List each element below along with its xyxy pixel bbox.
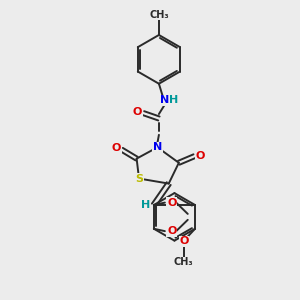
- Text: O: O: [179, 236, 188, 246]
- Text: O: O: [167, 198, 176, 208]
- Text: CH₃: CH₃: [149, 10, 169, 20]
- Text: O: O: [196, 151, 205, 160]
- Text: H: H: [169, 95, 178, 105]
- Text: O: O: [133, 107, 142, 117]
- Text: N: N: [153, 142, 162, 152]
- Text: S: S: [135, 173, 143, 184]
- Text: N: N: [160, 95, 169, 105]
- Text: CH₃: CH₃: [174, 257, 194, 267]
- Text: O: O: [167, 226, 176, 236]
- Text: H: H: [141, 200, 150, 210]
- Text: O: O: [112, 143, 121, 153]
